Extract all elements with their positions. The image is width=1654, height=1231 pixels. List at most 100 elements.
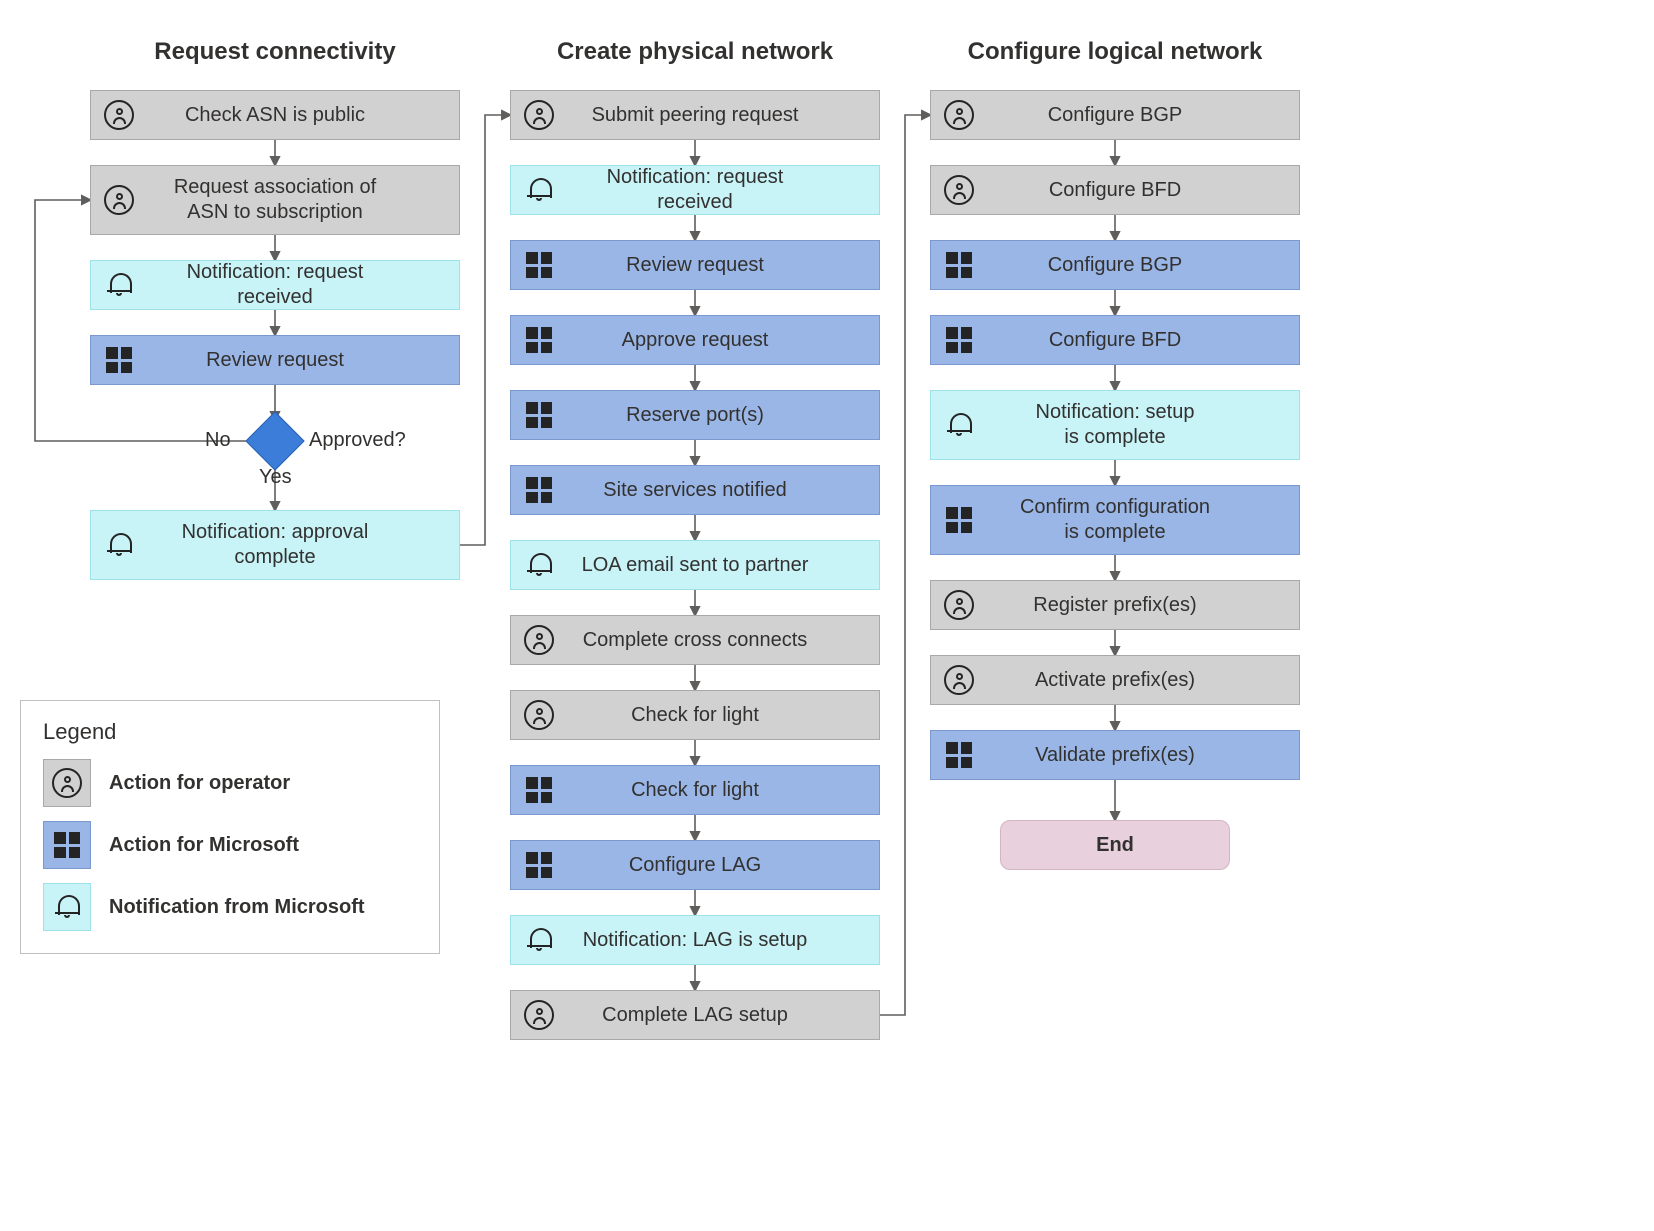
user-icon bbox=[91, 185, 147, 215]
step-c2n6: Site services notified bbox=[510, 465, 880, 515]
step-label: Review request bbox=[147, 348, 459, 373]
ms-icon bbox=[931, 742, 987, 768]
col1-title: Request connectivity bbox=[90, 38, 460, 66]
step-label: Configure BGP bbox=[987, 103, 1299, 128]
step-label: Register prefix(es) bbox=[987, 593, 1299, 618]
step-c3n4: Configure BFD bbox=[930, 315, 1300, 365]
step-c1n5: Notification: approvalcomplete bbox=[90, 510, 460, 580]
step-c2n13: Complete LAG setup bbox=[510, 990, 880, 1040]
col2-title: Create physical network bbox=[510, 38, 880, 66]
step-label: Complete cross connects bbox=[567, 628, 879, 653]
step-c2n8: Complete cross connects bbox=[510, 615, 880, 665]
legend-text-notify: Notification from Microsoft bbox=[109, 896, 365, 919]
step-label: Notification: approvalcomplete bbox=[147, 520, 459, 570]
step-c2n2: Notification: request received bbox=[510, 165, 880, 215]
user-icon bbox=[511, 625, 567, 655]
step-c2n10: Check for light bbox=[510, 765, 880, 815]
step-label: Check ASN is public bbox=[147, 103, 459, 128]
step-label: Approve request bbox=[567, 328, 879, 353]
step-label: Notification: request received bbox=[147, 260, 459, 310]
legend-box: Legend Action for operator Action for Mi… bbox=[20, 700, 440, 954]
step-c1n3: Notification: request received bbox=[90, 260, 460, 310]
legend-title: Legend bbox=[43, 719, 417, 745]
step-label: Configure BFD bbox=[987, 178, 1299, 203]
step-label: Configure LAG bbox=[567, 853, 879, 878]
user-icon bbox=[931, 665, 987, 695]
bell-icon bbox=[511, 927, 567, 953]
legend-row-microsoft: Action for Microsoft bbox=[43, 821, 417, 869]
step-label: Notification: LAG is setup bbox=[567, 928, 879, 953]
step-c3n9: Validate prefix(es) bbox=[930, 730, 1300, 780]
step-label: Submit peering request bbox=[567, 103, 879, 128]
bell-icon bbox=[91, 272, 147, 298]
step-label: Validate prefix(es) bbox=[987, 743, 1299, 768]
step-label: Configure BGP bbox=[987, 253, 1299, 278]
step-c3n6: Confirm configurationis complete bbox=[930, 485, 1300, 555]
step-c2n7: LOA email sent to partner bbox=[510, 540, 880, 590]
step-c2n3: Review request bbox=[510, 240, 880, 290]
user-icon bbox=[511, 100, 567, 130]
step-c1n2: Request association ofASN to subscriptio… bbox=[90, 165, 460, 235]
step-c1n4: Review request bbox=[90, 335, 460, 385]
legend-text-operator: Action for operator bbox=[109, 772, 290, 795]
decision-yes-label: Yes bbox=[259, 466, 292, 489]
step-c3n7: Register prefix(es) bbox=[930, 580, 1300, 630]
step-label: Check for light bbox=[567, 778, 879, 803]
legend-swatch-notify bbox=[43, 883, 91, 931]
step-label: Complete LAG setup bbox=[567, 1003, 879, 1028]
step-c1n1: Check ASN is public bbox=[90, 90, 460, 140]
user-icon bbox=[931, 590, 987, 620]
step-c2n5: Reserve port(s) bbox=[510, 390, 880, 440]
step-c2n11: Configure LAG bbox=[510, 840, 880, 890]
step-label: Activate prefix(es) bbox=[987, 668, 1299, 693]
step-c2n4: Approve request bbox=[510, 315, 880, 365]
user-icon bbox=[511, 1000, 567, 1030]
end-node: End bbox=[1000, 820, 1230, 870]
bell-icon bbox=[931, 412, 987, 438]
user-icon bbox=[931, 100, 987, 130]
ms-icon bbox=[931, 252, 987, 278]
step-c3n5: Notification: setupis complete bbox=[930, 390, 1300, 460]
ms-icon bbox=[91, 347, 147, 373]
step-label: Confirm configurationis complete bbox=[987, 495, 1299, 545]
legend-row-operator: Action for operator bbox=[43, 759, 417, 807]
bell-icon bbox=[511, 177, 567, 203]
step-label: LOA email sent to partner bbox=[567, 553, 879, 578]
ms-icon bbox=[511, 252, 567, 278]
user-icon bbox=[931, 175, 987, 205]
legend-text-microsoft: Action for Microsoft bbox=[109, 834, 299, 857]
legend-swatch-microsoft bbox=[43, 821, 91, 869]
step-label: Check for light bbox=[567, 703, 879, 728]
flowchart-canvas: Request connectivity Create physical net… bbox=[20, 20, 1634, 1211]
ms-icon bbox=[931, 507, 987, 533]
ms-icon bbox=[511, 777, 567, 803]
bell-icon bbox=[511, 552, 567, 578]
ms-icon bbox=[511, 402, 567, 428]
legend-swatch-operator bbox=[43, 759, 91, 807]
step-label: Reserve port(s) bbox=[567, 403, 879, 428]
ms-icon bbox=[511, 852, 567, 878]
ms-icon bbox=[511, 477, 567, 503]
step-label: Configure BFD bbox=[987, 328, 1299, 353]
step-label: Request association ofASN to subscriptio… bbox=[147, 175, 459, 225]
step-label: Site services notified bbox=[567, 478, 879, 503]
step-c3n1: Configure BGP bbox=[930, 90, 1300, 140]
decision-no-label: No bbox=[205, 429, 231, 452]
decision-label: Approved? bbox=[309, 429, 406, 452]
bell-icon bbox=[91, 532, 147, 558]
step-c2n1: Submit peering request bbox=[510, 90, 880, 140]
step-label: Notification: request received bbox=[567, 165, 879, 215]
step-label: Review request bbox=[567, 253, 879, 278]
step-c2n12: Notification: LAG is setup bbox=[510, 915, 880, 965]
legend-row-notify: Notification from Microsoft bbox=[43, 883, 417, 931]
ms-icon bbox=[511, 327, 567, 353]
col3-title: Configure logical network bbox=[930, 38, 1300, 66]
user-icon bbox=[91, 100, 147, 130]
ms-icon bbox=[931, 327, 987, 353]
decision-diamond bbox=[245, 411, 304, 470]
step-c3n2: Configure BFD bbox=[930, 165, 1300, 215]
step-c3n8: Activate prefix(es) bbox=[930, 655, 1300, 705]
step-c2n9: Check for light bbox=[510, 690, 880, 740]
step-label: Notification: setupis complete bbox=[987, 400, 1299, 450]
user-icon bbox=[511, 700, 567, 730]
